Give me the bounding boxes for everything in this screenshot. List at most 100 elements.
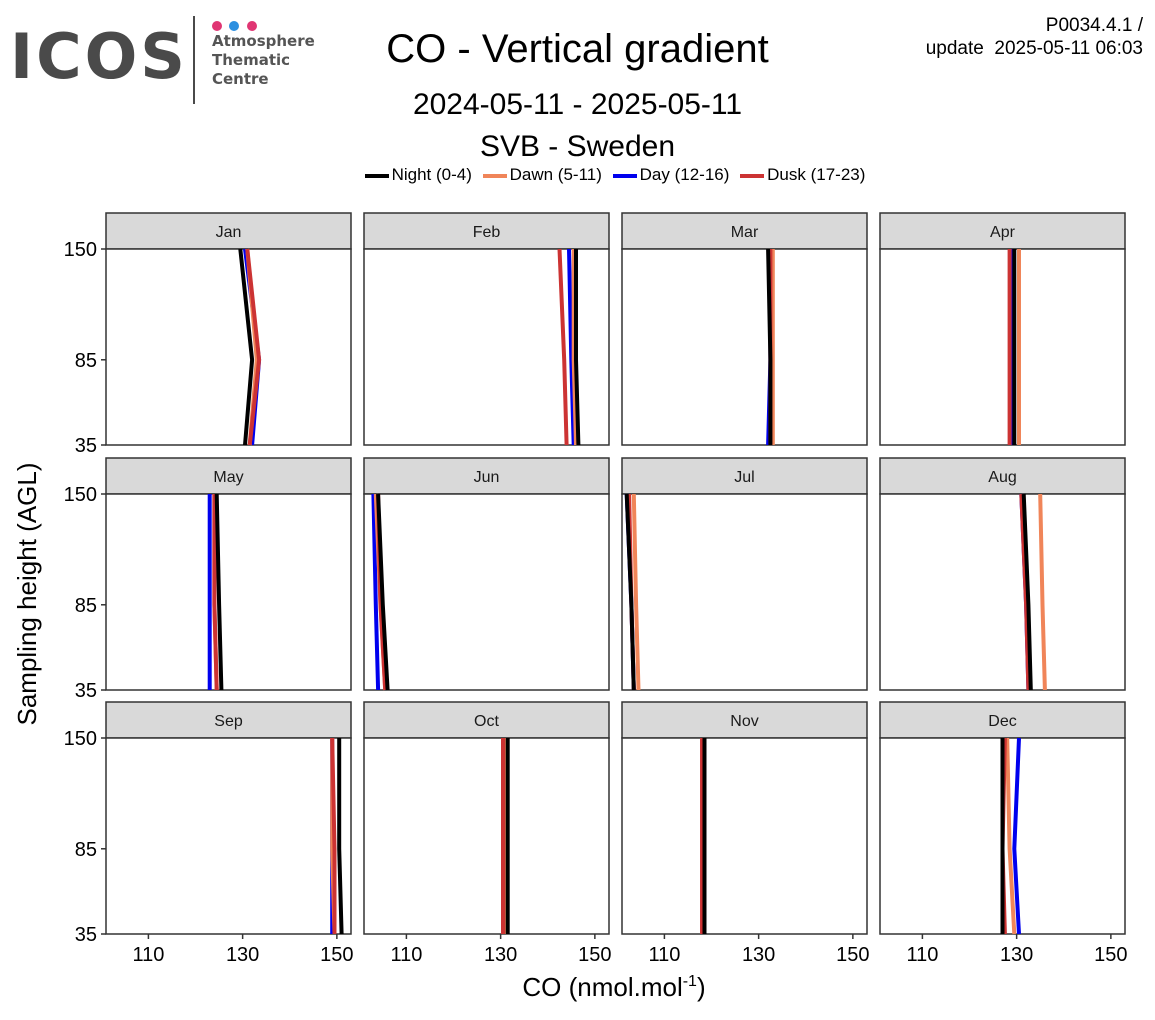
x-tick-label: 130 <box>742 944 775 966</box>
series-line-feb-dawn <box>571 249 578 446</box>
y-tick-label: 85 <box>75 350 97 372</box>
x-tick-label: 110 <box>906 944 938 966</box>
logo-dot-1 <box>212 21 222 31</box>
facet-panel-jul <box>621 493 868 691</box>
icos-logo: ICOS Atmosphere Thematic Centre <box>10 14 330 106</box>
y-tick-label: 85 <box>75 595 97 617</box>
chart-legend: Night (0-4) Dawn (5-11) Day (12-16) Dusk… <box>0 164 1155 186</box>
y-tick-label: 35 <box>75 680 97 702</box>
legend-label-dusk: Dusk (17-23) <box>767 165 866 184</box>
update-timestamp: update 2025-05-11 06:03 <box>925 38 1143 59</box>
facet-strip-jan <box>105 212 352 250</box>
facet-label-oct: Oct <box>474 713 499 730</box>
legend-swatch-dawn <box>482 173 507 178</box>
legend-item-dawn: Dawn (5-11) <box>482 164 602 186</box>
facet-panel-mar <box>621 248 868 446</box>
facet-panel-jun <box>363 493 610 691</box>
version-label: P0034.4.1 / <box>1045 15 1143 36</box>
y-tick-label: 150 <box>64 728 97 750</box>
logo-wordmark: ICOS <box>10 20 188 93</box>
x-tick-label: 110 <box>390 944 422 966</box>
series-line-feb-dusk <box>557 248 569 446</box>
report-meta: P0034.4.1 /update 2025-05-11 06:03 <box>926 14 1143 60</box>
facet-label-apr: Apr <box>990 224 1016 241</box>
series-line-sep-dusk <box>330 737 337 934</box>
series-line-jan-dusk <box>245 248 262 446</box>
y-tick-label: 85 <box>75 839 97 861</box>
facet-label-jul: Jul <box>734 469 754 486</box>
series-line-may-dusk <box>212 494 219 691</box>
series-line-dec-dawn <box>1005 737 1017 935</box>
x-tick-label: 130 <box>226 944 259 966</box>
series-line-jun-day <box>371 493 381 691</box>
series-line-jul-dawn <box>631 493 641 691</box>
series-line-aug-dusk <box>1019 493 1031 691</box>
facet-strip-mar <box>621 212 868 250</box>
facet-panel-aug <box>879 493 1126 691</box>
facet-panel-nov <box>621 737 868 935</box>
x-axis-title: CO (nmol.mol-1) <box>522 972 705 1002</box>
facet-label-mar: Mar <box>731 224 759 241</box>
logo-dot-2 <box>229 21 240 31</box>
facet-label-sep: Sep <box>214 713 243 730</box>
facet-strip-feb <box>363 212 610 250</box>
x-tick-label: 150 <box>836 944 869 966</box>
x-tick-label: 130 <box>484 944 517 966</box>
series-line-aug-night <box>1021 493 1033 691</box>
chart-title: CO - Vertical gradient <box>386 27 769 71</box>
series-line-jan-night <box>238 248 255 446</box>
legend-item-night: Night (0-4) <box>364 164 472 186</box>
y-tick-label: 150 <box>64 484 97 506</box>
facet-panel-oct <box>363 737 610 935</box>
logo-sub-line-1: Atmosphere <box>212 32 315 50</box>
facet-label-may: May <box>213 469 243 486</box>
facet-strip-may <box>105 457 352 495</box>
facet-panel-jan <box>105 248 352 446</box>
x-tick-label: 110 <box>648 944 680 966</box>
legend-label-night: Night (0-4) <box>391 165 472 184</box>
facet-panel-may <box>105 493 352 691</box>
logo-dot-3 <box>246 21 257 31</box>
facet-strip-jul <box>621 457 868 495</box>
series-line-feb-day <box>567 248 576 446</box>
facet-strip-nov <box>621 701 868 739</box>
x-tick-label: 150 <box>320 944 353 966</box>
logo-sub-line-3: Centre <box>212 70 269 88</box>
legend-label-dawn: Dawn (5-11) <box>509 165 602 184</box>
chart-date-range: 2024-05-11 - 2025-05-11 <box>412 88 743 121</box>
legend-label-day: Day (12-16) <box>639 165 730 184</box>
facet-label-dec: Dec <box>988 713 1016 730</box>
facet-strip-oct <box>363 701 610 739</box>
x-tick-label: 150 <box>1094 944 1127 966</box>
logo-sub-line-2: Thematic <box>212 51 291 69</box>
facet-strip-apr <box>879 212 1126 250</box>
logo-divider <box>193 16 195 104</box>
legend-swatch-day <box>612 173 637 178</box>
facet-strip-sep <box>105 701 352 739</box>
series-line-mar-night <box>766 248 773 445</box>
facet-label-feb: Feb <box>473 224 501 241</box>
facet-panel-sep <box>105 737 352 935</box>
x-tick-label: 130 <box>1000 944 1033 966</box>
series-line-aug-dawn <box>1038 493 1047 691</box>
legend-item-dusk: Dusk (17-23) <box>740 164 865 186</box>
x-tick-label: 150 <box>578 944 611 966</box>
chart-station: SVB - Sweden <box>479 130 676 163</box>
series-line-may-night <box>214 493 224 691</box>
facet-strip-aug <box>879 457 1126 495</box>
series-line-dec-day <box>1012 737 1021 935</box>
series-line-jul-night <box>624 493 636 691</box>
facet-label-aug: Aug <box>988 469 1016 486</box>
logo-subtitle: Atmosphere Thematic Centre <box>212 32 315 89</box>
series-line-feb-night <box>574 249 581 446</box>
facet-label-jun: Jun <box>474 469 500 486</box>
y-tick-label: 35 <box>75 924 97 946</box>
legend-item-day: Day (12-16) <box>612 164 730 186</box>
y-axis-title: Sampling height (AGL) <box>12 462 42 725</box>
series-line-jun-night <box>376 493 390 691</box>
logo-dots <box>212 18 260 36</box>
facet-strip-jun <box>363 457 610 495</box>
facet-label-nov: Nov <box>730 713 758 730</box>
y-tick-label: 35 <box>75 435 97 457</box>
